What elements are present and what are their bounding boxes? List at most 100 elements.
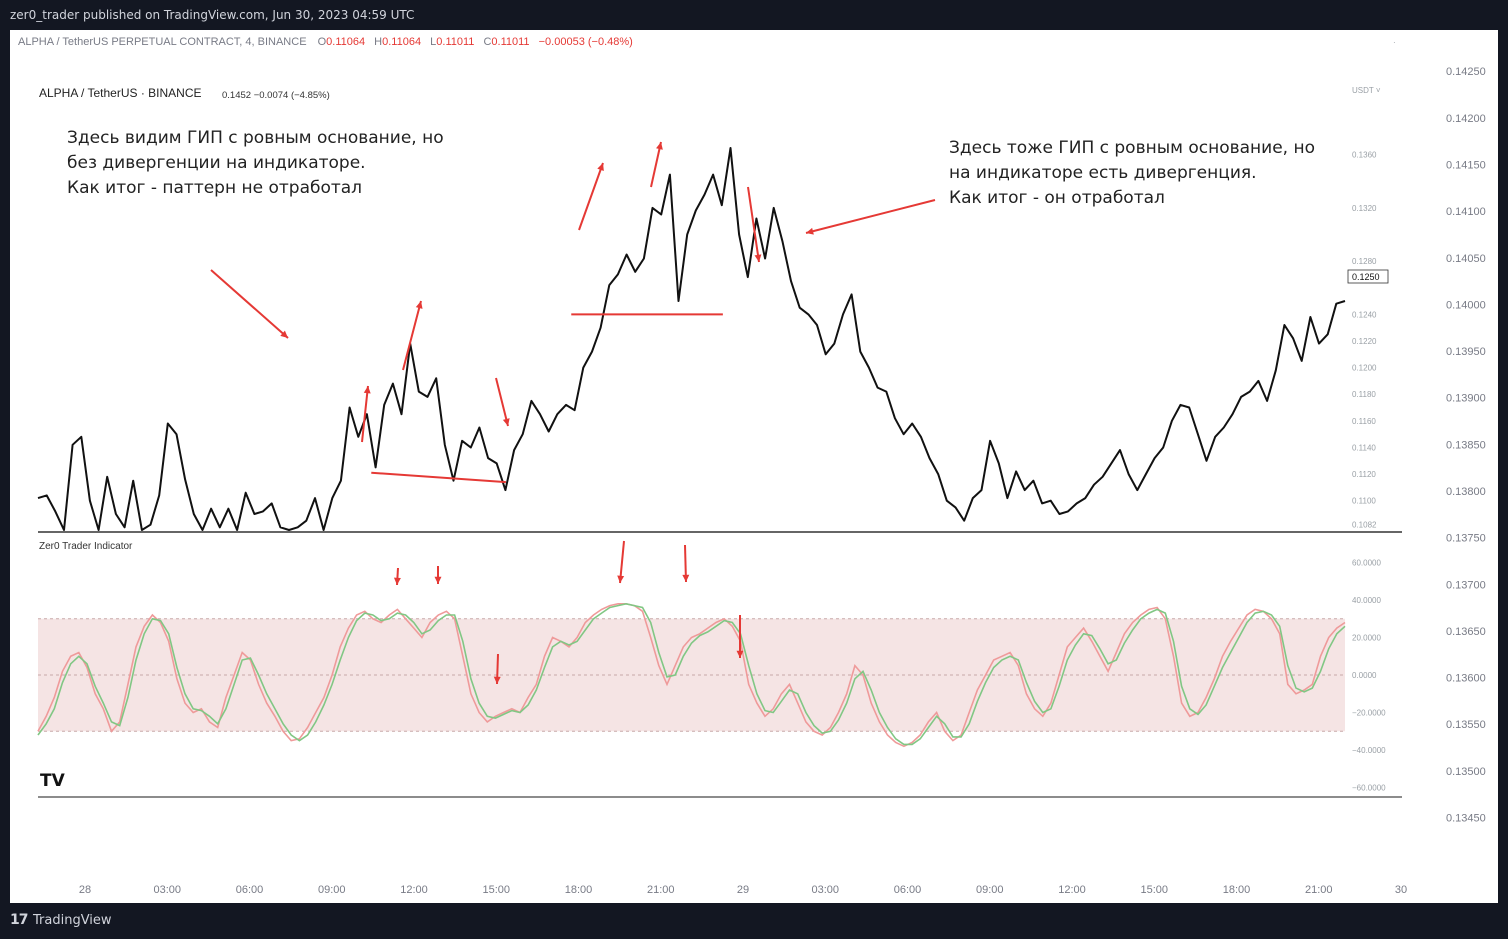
arrow-head xyxy=(280,330,288,338)
publish-bar: zer0_trader published on TradingView.com… xyxy=(0,0,1508,30)
annotation-left: Здесь видим ГИП с ровным основание, но бе… xyxy=(67,128,444,198)
annotation-line: Как итог - он отработал xyxy=(949,188,1165,208)
arrow-head xyxy=(393,577,401,585)
osc-axis-tick: −20.0000 xyxy=(1352,709,1386,718)
outer-axis-tick: 0.14100 xyxy=(1446,206,1486,218)
inner-axis-tick: 0.1160 xyxy=(1352,417,1376,426)
inner-axis-tick: 0.1280 xyxy=(1352,257,1377,266)
outer-axis-tick: 0.13450 xyxy=(1446,812,1486,824)
symbol-legend: ALPHA / TetherUS PERPETUAL CONTRACT, 4, … xyxy=(18,36,633,48)
inner-price-axis: 0.1360 0.1320 0.1280 0.1240 0.1220 0.1200 0.11… xyxy=(1352,151,1377,530)
inner-axis-tick: 0.1200 xyxy=(1352,364,1377,373)
arrow-head xyxy=(806,227,814,235)
oscillator-series xyxy=(37,602,1346,748)
outer-axis-tick: 0.13850 xyxy=(1446,439,1486,451)
inner-axis-tick: 0.1220 xyxy=(1352,337,1377,346)
arrow-head xyxy=(617,575,625,583)
tradingview-logo-icon[interactable]: 17 xyxy=(10,912,29,928)
outer-axis-tick: 0.13700 xyxy=(1446,579,1486,591)
legend-h-value: 0.11064 xyxy=(382,36,421,48)
publish-line: zer0_trader published on TradingView.com… xyxy=(10,8,415,22)
legend-c-value: 0.11011 xyxy=(491,36,529,48)
outer-axis-tick: 0.14050 xyxy=(1446,253,1486,265)
time-axis-tick: 15:00 xyxy=(1140,884,1168,896)
last-price-text: 0.1250 xyxy=(1352,272,1380,282)
outer-axis-tick: 0.13650 xyxy=(1446,626,1486,638)
inner-chart-title: ALPHA / TetherUS · BINANCE xyxy=(39,86,202,100)
annotation-arrow xyxy=(361,385,369,443)
annotation-arrow xyxy=(650,141,662,188)
osc-axis-tick: 40.0000 xyxy=(1352,596,1381,605)
time-axis: 28 03:00 06:00 09:00 12:00 15:00 18:00 21:00 29 0… xyxy=(79,884,1407,896)
osc-axis-tick: −60.0000 xyxy=(1352,784,1386,793)
annotation-arrow xyxy=(495,377,509,427)
neckline-1 xyxy=(371,471,506,484)
inner-axis-tick: 0.1100 xyxy=(1352,497,1376,506)
arrow-head xyxy=(493,676,501,684)
annotation-right: Здесь тоже ГИП с ровным основание, но на … xyxy=(949,138,1315,208)
outer-axis-tick: 0.13550 xyxy=(1446,719,1486,731)
arrow-head xyxy=(597,163,604,171)
annotation-arrows xyxy=(210,141,936,685)
legend-l-label: L xyxy=(430,36,436,48)
osc-axis-tick: 60.0000 xyxy=(1352,559,1381,568)
annotation-arrow xyxy=(210,269,289,339)
time-axis-tick: 30 xyxy=(1395,884,1407,896)
outer-axis-tick: 0.13900 xyxy=(1446,393,1486,405)
legend-o-label: O xyxy=(318,36,327,48)
last-price-tag: 0.1250 xyxy=(1347,269,1389,284)
time-axis-tick: 18:00 xyxy=(565,884,593,896)
outer-axis-tick: 0.14000 xyxy=(1446,299,1486,311)
currency-badge[interactable]: USDT ˅ xyxy=(1352,86,1381,95)
oscillator-line-slow xyxy=(37,602,1346,746)
osc-axis-tick: −40.0000 xyxy=(1352,746,1386,755)
pane-divider-dots: · xyxy=(1393,38,1396,47)
inner-chart-values: 0.1452 −0.0074 (−4.85%) xyxy=(222,90,330,101)
osc-axis-tick: 20.0000 xyxy=(1352,634,1381,643)
inner-axis-tick: 0.1082 xyxy=(1352,521,1377,530)
time-axis-tick: 09:00 xyxy=(976,884,1004,896)
time-axis-tick: 28 xyxy=(79,884,91,896)
outer-axis-tick: 0.14200 xyxy=(1446,113,1486,125)
oscillator-axis: 60.0000 40.0000 20.0000 0.0000 −20.0000 −40.0… xyxy=(1352,559,1386,793)
osc-axis-tick: 0.0000 xyxy=(1352,671,1377,680)
time-axis-tick: 09:00 xyxy=(318,884,346,896)
annotation-arrow xyxy=(747,186,760,263)
annotation-line: Здесь видим ГИП с ровным основание, но xyxy=(67,128,444,148)
outer-axis-tick: 0.14250 xyxy=(1446,66,1486,78)
time-axis-tick: 03:00 xyxy=(153,884,181,896)
annotation-arrow xyxy=(402,300,422,371)
last-price-box xyxy=(1347,269,1389,284)
price-line xyxy=(37,147,1346,531)
legend-h-label: H xyxy=(374,36,382,48)
annotation-line: на индикаторе есть дивергенция. xyxy=(949,163,1257,183)
annotation-line: Здесь тоже ГИП с ровным основание, но xyxy=(949,138,1315,158)
arrow-head xyxy=(363,386,371,394)
time-axis-tick: 18:00 xyxy=(1223,884,1251,896)
time-axis-tick: 21:00 xyxy=(647,884,675,896)
screenshot-frame xyxy=(10,30,1498,903)
tradingview-brand[interactable]: TradingView xyxy=(33,913,112,928)
legend-o-value: 0.11064 xyxy=(326,36,365,48)
time-axis-tick: 03:00 xyxy=(811,884,839,896)
outer-price-axis: 0.14250 0.14200 0.14150 0.14100 0.14050 0.140… xyxy=(1446,66,1486,824)
annotation-arrow xyxy=(578,162,604,231)
time-axis-tick: 21:00 xyxy=(1305,884,1333,896)
legend-l-value: 0.11011 xyxy=(436,36,474,48)
outer-axis-tick: 0.13500 xyxy=(1446,766,1486,778)
outer-axis-tick: 0.13750 xyxy=(1446,533,1486,545)
indicator-title: Zer0 Trader Indicator xyxy=(39,541,133,552)
bottom-bar xyxy=(0,903,1508,939)
time-axis-tick: 12:00 xyxy=(400,884,428,896)
arrow-head xyxy=(736,650,744,658)
arrow-head xyxy=(754,254,762,262)
time-axis-tick: 06:00 xyxy=(894,884,922,896)
inner-axis-tick: 0.1180 xyxy=(1352,390,1376,399)
inner-axis-tick: 0.1240 xyxy=(1352,310,1377,319)
time-axis-tick: 29 xyxy=(737,884,749,896)
inner-axis-tick: 0.1140 xyxy=(1352,443,1376,452)
tv-watermark-logo: TV xyxy=(40,771,66,791)
annotation-line: без дивергенции на индикаторе. xyxy=(67,153,366,173)
arrow-head xyxy=(434,576,442,584)
